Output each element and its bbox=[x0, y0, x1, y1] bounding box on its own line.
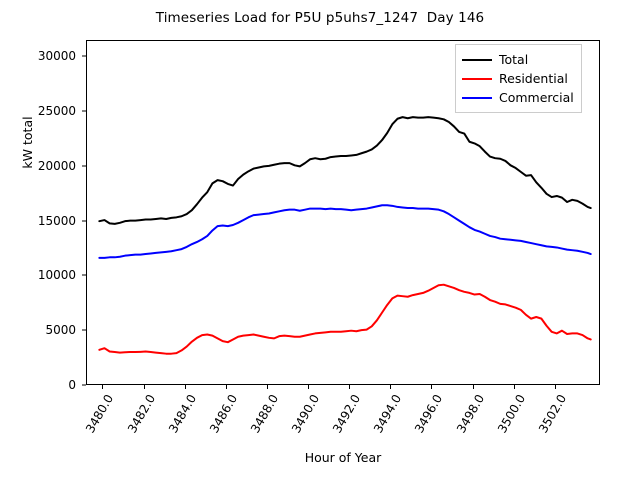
legend-swatch-total bbox=[462, 58, 492, 61]
y-tick-mark bbox=[82, 165, 86, 167]
x-tick-label: 3486.0 bbox=[206, 392, 240, 436]
y-tick-mark bbox=[82, 329, 86, 331]
y-tick-mark bbox=[82, 220, 86, 222]
plot-lines bbox=[98, 116, 592, 355]
series-line-total bbox=[98, 116, 592, 225]
x-tick-mark bbox=[513, 385, 515, 389]
x-tick-label: 3488.0 bbox=[247, 392, 282, 436]
x-tick-mark bbox=[266, 385, 268, 389]
legend-item-residential: Residential bbox=[462, 69, 574, 88]
x-tick-label: 3482.0 bbox=[124, 392, 158, 436]
x-tick-label: 3502.0 bbox=[535, 392, 569, 436]
legend-label: Total bbox=[499, 52, 529, 67]
x-tick-label: 3490.0 bbox=[289, 392, 323, 436]
y-tick-label: 25000 bbox=[37, 104, 76, 119]
y-axis-title: kW total bbox=[20, 116, 35, 169]
x-tick-mark bbox=[184, 385, 186, 389]
y-tick-label: 10000 bbox=[37, 268, 76, 283]
series-line-commercial bbox=[98, 204, 592, 259]
y-tick-label: 5000 bbox=[45, 323, 76, 338]
legend-label: Commercial bbox=[499, 90, 574, 105]
y-tick-mark bbox=[82, 55, 86, 57]
y-tick-mark bbox=[82, 384, 86, 386]
y-tick-label: 30000 bbox=[37, 49, 76, 64]
x-tick-label: 3484.0 bbox=[165, 392, 199, 436]
y-tick-label: 15000 bbox=[37, 213, 76, 228]
legend-swatch-residential bbox=[462, 77, 492, 80]
x-tick-mark bbox=[472, 385, 474, 389]
x-tick-label: 3480.0 bbox=[83, 392, 117, 436]
x-tick-mark bbox=[308, 385, 310, 389]
x-tick-mark bbox=[554, 385, 556, 389]
x-tick-label: 3492.0 bbox=[330, 392, 364, 436]
y-axis-title-wrap: kW total bbox=[6, 40, 35, 385]
series-line-residential bbox=[98, 283, 592, 355]
legend-swatch-commercial bbox=[462, 96, 492, 99]
legend-item-commercial: Commercial bbox=[462, 88, 574, 107]
y-tick-mark bbox=[82, 274, 86, 276]
chart-legend: Total Residential Commercial bbox=[455, 44, 582, 113]
x-tick-label: 3498.0 bbox=[453, 392, 487, 436]
x-tick-mark bbox=[349, 385, 351, 389]
y-tick-label: 0 bbox=[68, 378, 76, 392]
x-axis: 3480.0 3482.0 3484.0 3486.0 3488.0 3490.0 3492… bbox=[83, 385, 600, 465]
y-tick-mark bbox=[82, 110, 86, 112]
x-tick-mark bbox=[102, 385, 104, 389]
x-axis-title: Hour of Year bbox=[304, 450, 382, 465]
x-tick-label: 3496.0 bbox=[412, 392, 446, 436]
x-tick-mark bbox=[431, 385, 433, 389]
y-axis: 0 5000 10000 15000 20000 25000 30000 bbox=[0, 40, 86, 392]
legend-item-total: Total bbox=[462, 50, 574, 69]
x-tick-label: 3500.0 bbox=[494, 392, 528, 436]
x-tick-mark bbox=[225, 385, 227, 389]
y-tick-label: 20000 bbox=[37, 158, 76, 173]
chart-title: Timeseries Load for P5U p5uhs7_1247 Day … bbox=[155, 10, 485, 26]
legend-label: Residential bbox=[499, 71, 568, 86]
x-tick-label: 3494.0 bbox=[371, 392, 405, 436]
x-tick-mark bbox=[390, 385, 392, 389]
x-tick-mark bbox=[143, 385, 145, 389]
